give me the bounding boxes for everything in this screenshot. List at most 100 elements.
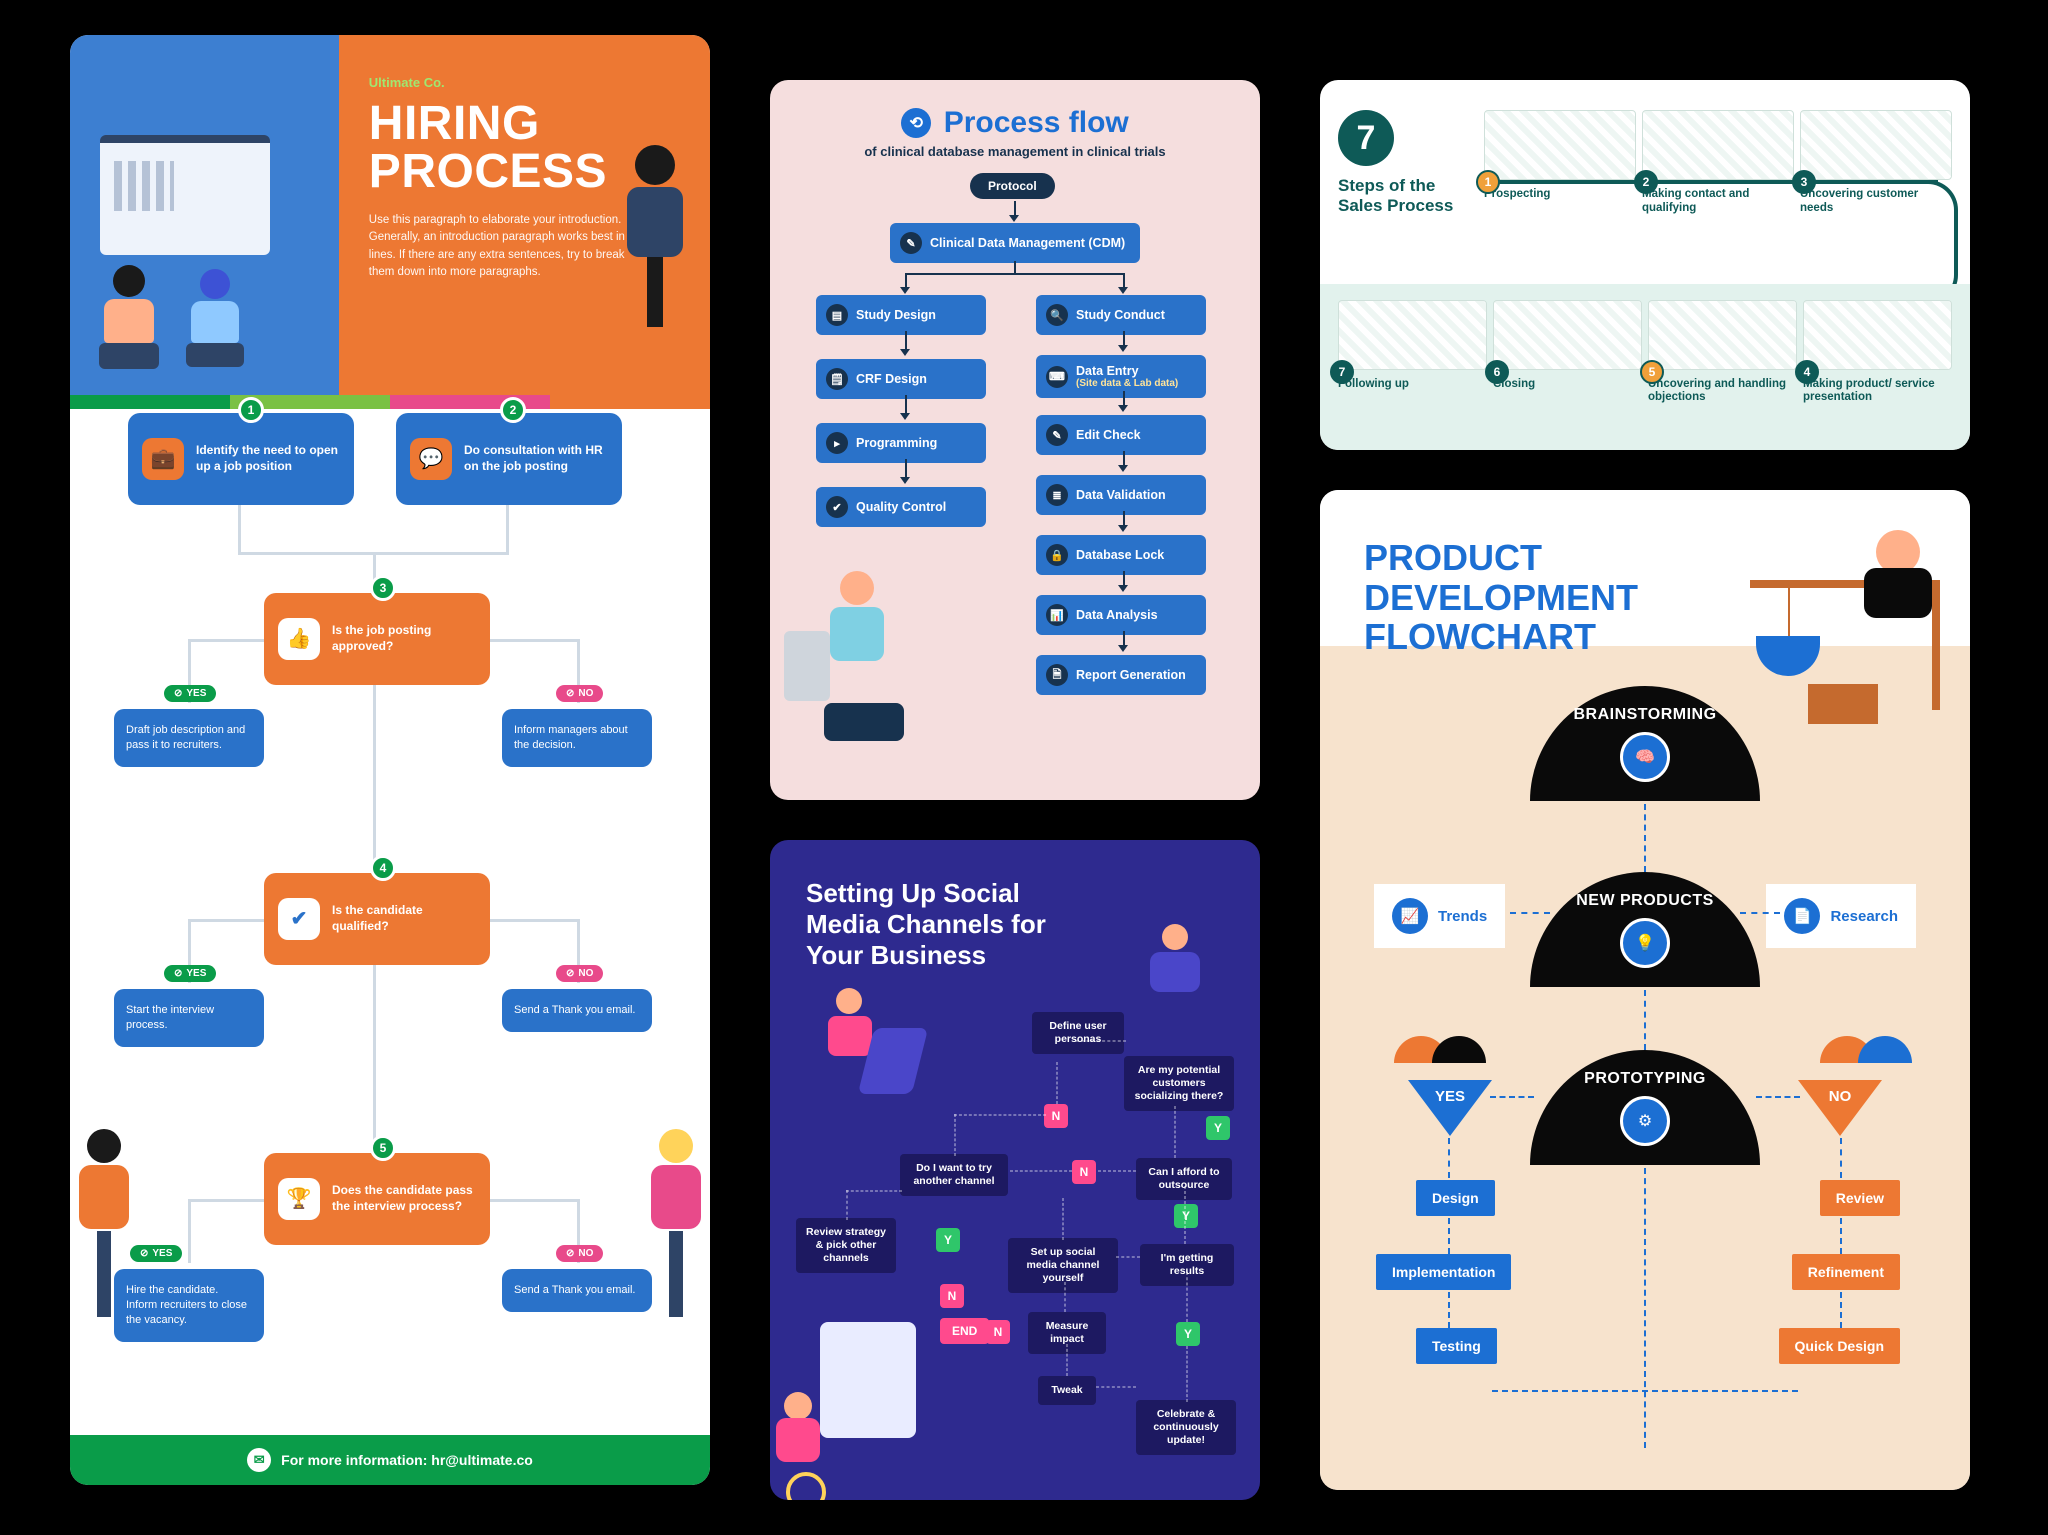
connector [1448, 1138, 1450, 1178]
person-icon [70, 1129, 144, 1329]
yes-badge: Y [936, 1228, 960, 1252]
title: PRODUCT DEVELOPMENT FLOWCHART [1320, 490, 1620, 657]
step-number: 7 [1330, 360, 1354, 384]
flow-node: Celebrate & continuously update! [1136, 1400, 1236, 1455]
person-icon [610, 145, 700, 345]
step-label: Following up [1338, 378, 1487, 392]
flow-step: Refinement [1792, 1254, 1900, 1290]
stage-label: BRAINSTORMING [1573, 706, 1716, 724]
top-row: 7 Steps of the Sales Process 1 Prospecti… [1320, 80, 1970, 284]
sales-step: 6 Closing [1493, 300, 1642, 429]
node-icon: 🗒 [826, 368, 848, 390]
flow-node: Set up social media channel yourself [1008, 1238, 1118, 1293]
no-pill: ⊘ NO [556, 965, 603, 982]
heading: Steps of the Sales Process [1338, 176, 1478, 217]
person-icon [94, 265, 164, 365]
color-stripe [70, 395, 710, 409]
flow-node: Define user personas [1032, 1012, 1124, 1054]
step-number: 1 [238, 397, 264, 423]
crane-icon [1680, 520, 1940, 720]
step-illustration [1803, 300, 1952, 370]
big-number: 7 [1338, 110, 1394, 166]
flow-decision: ✔ Is the candidate qualified? [264, 873, 490, 965]
person-icon [180, 269, 250, 365]
step-illustration [1484, 110, 1636, 180]
flow-step: Design [1416, 1180, 1495, 1216]
doc-icon: 📄 [1784, 898, 1820, 934]
no-badge: N [986, 1320, 1010, 1344]
product-infographic: PRODUCT DEVELOPMENT FLOWCHART BRAINSTORM… [1320, 490, 1970, 1490]
yes-badge: Y [1206, 1116, 1230, 1140]
step-number: 4 [1795, 360, 1819, 384]
connector [1740, 912, 1780, 914]
flow-node: 🗒CRF Design [816, 359, 986, 399]
step-label: Making contact and qualifying [1642, 188, 1794, 216]
input-box: 📈 Trends [1374, 884, 1505, 948]
flow-node: Protocol [970, 173, 1055, 199]
connector [1490, 1096, 1534, 1098]
subtitle: of clinical database management in clini… [790, 144, 1240, 159]
step-number: 4 [370, 855, 396, 881]
step-number: 3 [370, 575, 396, 601]
accent-shape [1858, 1036, 1912, 1063]
flow-step: Testing [1416, 1328, 1497, 1364]
flow-node: 🗎Report Generation [1036, 655, 1206, 695]
whiteboard-icon [100, 135, 270, 255]
flow-node: ✎Edit Check [1036, 415, 1206, 455]
node-icon: 🗎 [1046, 664, 1068, 686]
person-icon [1120, 924, 1230, 1034]
flow-decision: 🏆 Does the candidate pass the interview … [264, 1153, 490, 1245]
hero: Ultimate Co. HIRING PROCESS Use this par… [70, 35, 710, 395]
stage-arch: NEW PRODUCTS 💡 [1530, 872, 1760, 987]
flow-node: ⌨Data Entry(Site data & Lab data) [1036, 355, 1206, 398]
step-number: 5 [370, 1135, 396, 1161]
input-box: 📄 Research [1766, 884, 1916, 948]
idea-icon: 💡 [1620, 918, 1670, 968]
person-icon [796, 988, 916, 1098]
step-number: 2 [1634, 170, 1658, 194]
flow-node: ▸Programming [816, 423, 986, 463]
no-triangle: NO [1798, 1080, 1882, 1136]
flow: BRAINSTORMING 🧠 📈 Trends 📄 Research NEW … [1320, 750, 1970, 1490]
side-note: Start the interview process. [114, 989, 264, 1047]
flow-node: 📊Data Analysis [1036, 595, 1206, 635]
hero-text: Ultimate Co. HIRING PROCESS Use this par… [339, 35, 710, 395]
pencil-icon: ✎ [900, 232, 922, 254]
step-label: Uncovering and handling objections [1648, 378, 1797, 406]
sales-step: 1 Prospecting [1484, 110, 1636, 274]
step-number: 1 [1476, 170, 1500, 194]
sales-step: 7 Following up [1338, 300, 1487, 429]
flow-node: Are my potential customers socializing t… [1124, 1056, 1234, 1111]
bottom-row: 4 Making product/ service presentation 5… [1320, 284, 1970, 451]
connector [1756, 1096, 1800, 1098]
node-text: Is the job posting approved? [332, 623, 476, 654]
connector [1510, 912, 1550, 914]
node-icon: ⌨ [1046, 366, 1068, 388]
chart-icon: 📈 [1392, 898, 1428, 934]
node-icon: 🔒 [1046, 544, 1068, 566]
company-name: Ultimate Co. [369, 75, 680, 90]
step-label: Uncovering customer needs [1800, 188, 1952, 216]
footer-text: For more information: hr@ultimate.co [281, 1452, 533, 1468]
node-icon: ✎ [1046, 424, 1068, 446]
step-number: 2 [500, 397, 526, 423]
yes-badge: Y [1174, 1204, 1198, 1228]
briefcase-icon: 💼 [142, 438, 184, 480]
header: ⟲ Process flow of clinical database mana… [770, 80, 1260, 167]
connector [1492, 1390, 1798, 1392]
connector [1644, 804, 1646, 872]
trophy-icon: 🏆 [278, 1178, 320, 1220]
flow-step: Implementation [1376, 1254, 1511, 1290]
sales-infographic: 7 Steps of the Sales Process 1 Prospecti… [1320, 80, 1970, 450]
flow-decision: 👍 Is the job posting approved? [264, 593, 490, 685]
node-text: Is the candidate qualified? [332, 903, 476, 934]
connector [1644, 990, 1646, 1050]
stage-label: PROTOTYPING [1584, 1070, 1706, 1088]
end-badge: END [940, 1318, 989, 1344]
brain-icon: 🧠 [1620, 732, 1670, 782]
stage-arch: PROTOTYPING ⚙ [1530, 1050, 1760, 1165]
no-badge: N [1044, 1104, 1068, 1128]
yes-triangle: YES [1408, 1080, 1492, 1136]
intro: 7 Steps of the Sales Process [1338, 110, 1478, 274]
no-badge: N [940, 1284, 964, 1308]
